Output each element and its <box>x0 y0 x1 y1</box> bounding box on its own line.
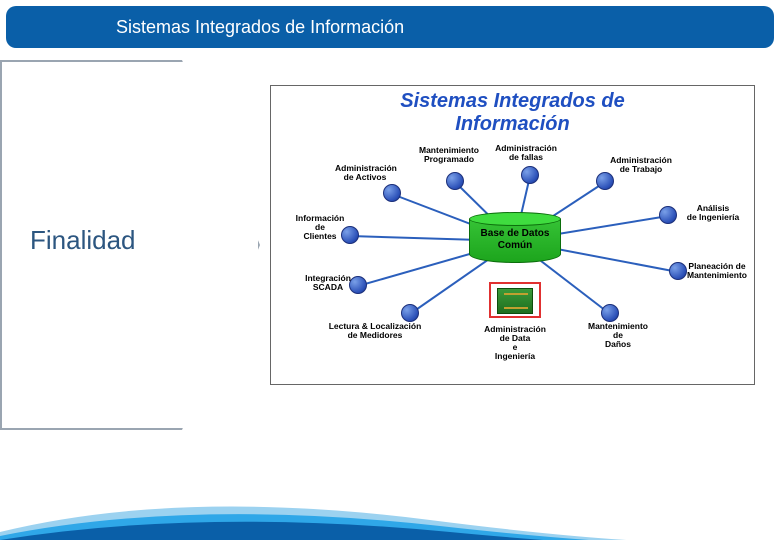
chip-icon <box>497 288 533 314</box>
header-bar: Sistemas Integrados de Información <box>6 6 774 48</box>
node-adm-fallas <box>521 166 539 184</box>
database-top <box>469 212 561 226</box>
diagram-title-line2: Información <box>455 113 569 135</box>
node-label-an-ing: Análisisde Ingeniería <box>683 204 743 222</box>
side-label: Finalidad <box>30 225 136 256</box>
inner-data-box: Administración de Data e Ingeniería <box>469 282 561 361</box>
node-label-adm-trabajo: Administraciónde Trabajo <box>606 156 676 174</box>
node-activos <box>383 184 401 202</box>
node-mant-prog <box>446 172 464 190</box>
header-title: Sistemas Integrados de Información <box>116 17 404 38</box>
node-label-mant-danos: MantenimientodeDaños <box>585 322 651 349</box>
db-label-2: Común <box>498 240 532 251</box>
node-label-plan-mant: Planeación deMantenimiento <box>683 262 751 280</box>
node-mant-danos <box>601 304 619 322</box>
diagram-title-line1: Sistemas Integrados de <box>400 90 625 112</box>
chip-frame <box>489 282 541 318</box>
node-label-activos: Administraciónde Activos <box>335 164 395 182</box>
db-label-1: Base de Datos <box>481 228 550 239</box>
node-label-scada: IntegraciónSCADA <box>301 274 355 292</box>
node-lectura <box>401 304 419 322</box>
node-label-mant-prog: MantenimientoProgramado <box>414 146 484 164</box>
node-label-lectura: Lectura & Localizaciónde Medidores <box>327 322 423 340</box>
bottom-swoosh <box>0 480 780 540</box>
inner-box-label: Administración de Data e Ingeniería <box>469 325 561 361</box>
node-label-clientes: InformacióndeClientes <box>293 214 347 241</box>
diagram-title: Sistemas Integrados de Información <box>271 86 754 136</box>
node-label-adm-fallas: Administraciónde fallas <box>493 144 559 162</box>
database-cylinder: Base de Datos Común <box>469 219 561 263</box>
diagram-frame: Sistemas Integrados de Información Base … <box>270 85 755 385</box>
node-adm-trabajo <box>596 172 614 190</box>
node-an-ing <box>659 206 677 224</box>
